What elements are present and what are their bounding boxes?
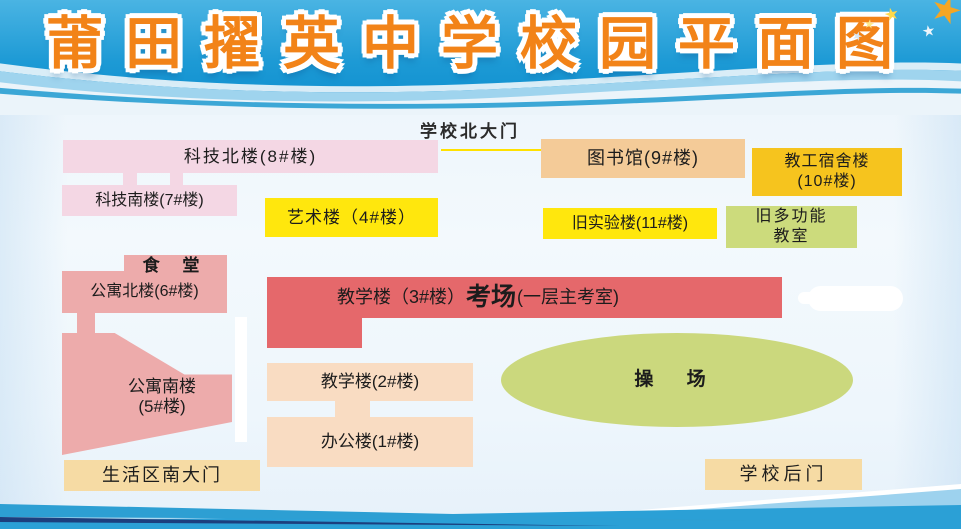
exam-site-note: (一层主考室) [517,287,620,308]
teaching-3-name: 教学楼（3#楼） [337,287,466,308]
whiteout-blob [808,286,903,311]
building-1-2-connector [335,401,370,417]
apartment-south-label: 公寓南楼 (5#楼) [92,377,232,417]
north-gate-label: 学校北大门 [420,122,520,141]
building-art: 艺术楼（4#楼） [265,198,438,237]
playground-ellipse: 操 场 [501,333,853,427]
building-old-multifunction: 旧多功能 教室 [726,206,857,248]
staff-dorm-line2: (10#楼) [797,173,857,190]
footer-waves [0,484,961,529]
header-banner-waves [0,0,961,115]
star-icon: ★ [920,21,937,42]
building-apartment-north [62,271,227,313]
building-keji-connector [123,172,137,186]
apartment-north-label: 公寓北楼(6#楼) [90,283,199,300]
page-title: 莆田擢英中学校园平面图 [46,12,915,76]
apartment-south-line2: (5#楼) [138,397,186,416]
canteen-label: 食 堂 [142,256,209,275]
school-back-gate: 学校后门 [705,459,862,490]
exam-site-label: 考场 [466,282,517,311]
staff-dorm-line1: 教工宿舍楼 [784,153,870,170]
building-office-1: 办公楼(1#楼) [267,417,473,467]
star-icon: ★ [863,16,876,32]
building-staff-dorm: 教工宿舍楼 (10#楼) [752,148,902,196]
apartment-south-line1: 公寓南楼 [128,377,196,396]
building-old-lab: 旧实验楼(11#楼) [543,208,717,239]
building-keji-south: 科技南楼(7#楼) [62,185,237,216]
whiteout-blob-tail [798,292,816,304]
building-keji-connector [170,172,183,186]
apartment-connector [77,313,95,335]
building-library: 图书馆(9#楼) [541,139,745,178]
road-strip [235,317,247,442]
building-teaching-3-wing [267,318,362,348]
building-keji-north: 科技北楼(8#楼) [63,140,438,173]
old-multifunction-line2: 教室 [773,228,810,245]
building-canteen [124,255,227,272]
old-multifunction-line1: 旧多功能 [755,208,828,225]
north-gate-line [441,149,541,151]
living-area-south-gate: 生活区南大门 [64,460,260,491]
building-teaching-2: 教学楼(2#楼) [267,363,473,401]
building-teaching-3-exam: 教学楼（3#楼） 考场 (一层主考室) [267,277,782,318]
